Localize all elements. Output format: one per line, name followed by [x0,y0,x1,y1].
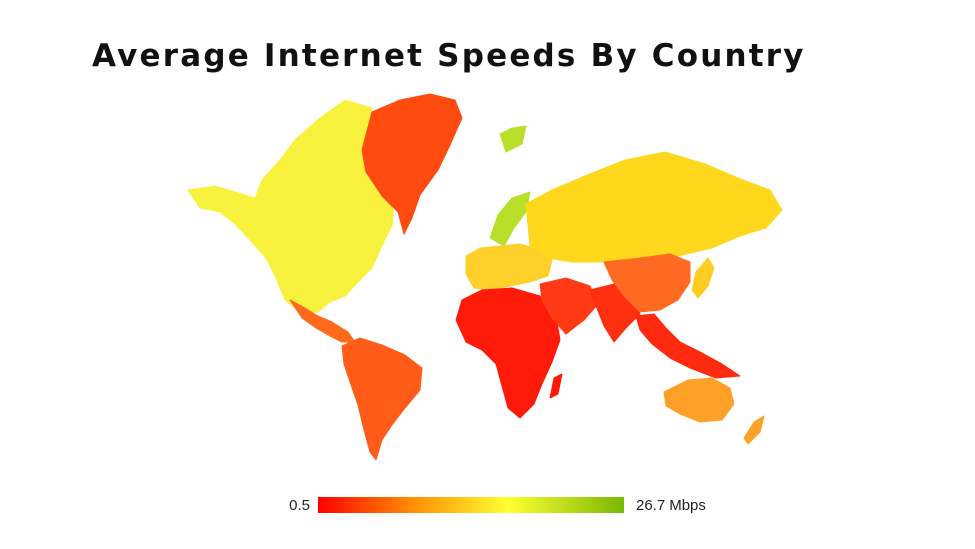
legend-unit: Mbps [669,497,706,514]
legend-max-value: 26.7 [636,497,666,514]
region-africa[interactable] [455,287,561,419]
region-russia[interactable] [525,151,783,263]
region-east-asia[interactable] [691,257,715,299]
legend-max-label: 26.7 Mbps [632,497,706,514]
region-middle-east[interactable] [539,277,599,335]
region-north-america[interactable] [187,99,396,313]
legend-gradient-bar [318,497,624,513]
color-legend: 0.5 26.7 Mbps [0,494,975,518]
world-map [187,93,783,461]
region-southeast-asia[interactable] [635,313,741,379]
region-australia[interactable] [663,377,735,423]
region-madagascar[interactable] [549,373,563,399]
region-scandinavia[interactable] [489,191,531,247]
region-new-zealand[interactable] [743,415,765,445]
region-south-america[interactable] [341,337,423,461]
page-title: Average Internet Speeds By Country [92,38,806,74]
region-china[interactable] [603,253,691,313]
legend-min-label: 0.5 [289,497,310,514]
region-greenland[interactable] [361,93,463,235]
region-europe[interactable] [465,243,553,291]
region-svalbard[interactable] [499,125,527,153]
